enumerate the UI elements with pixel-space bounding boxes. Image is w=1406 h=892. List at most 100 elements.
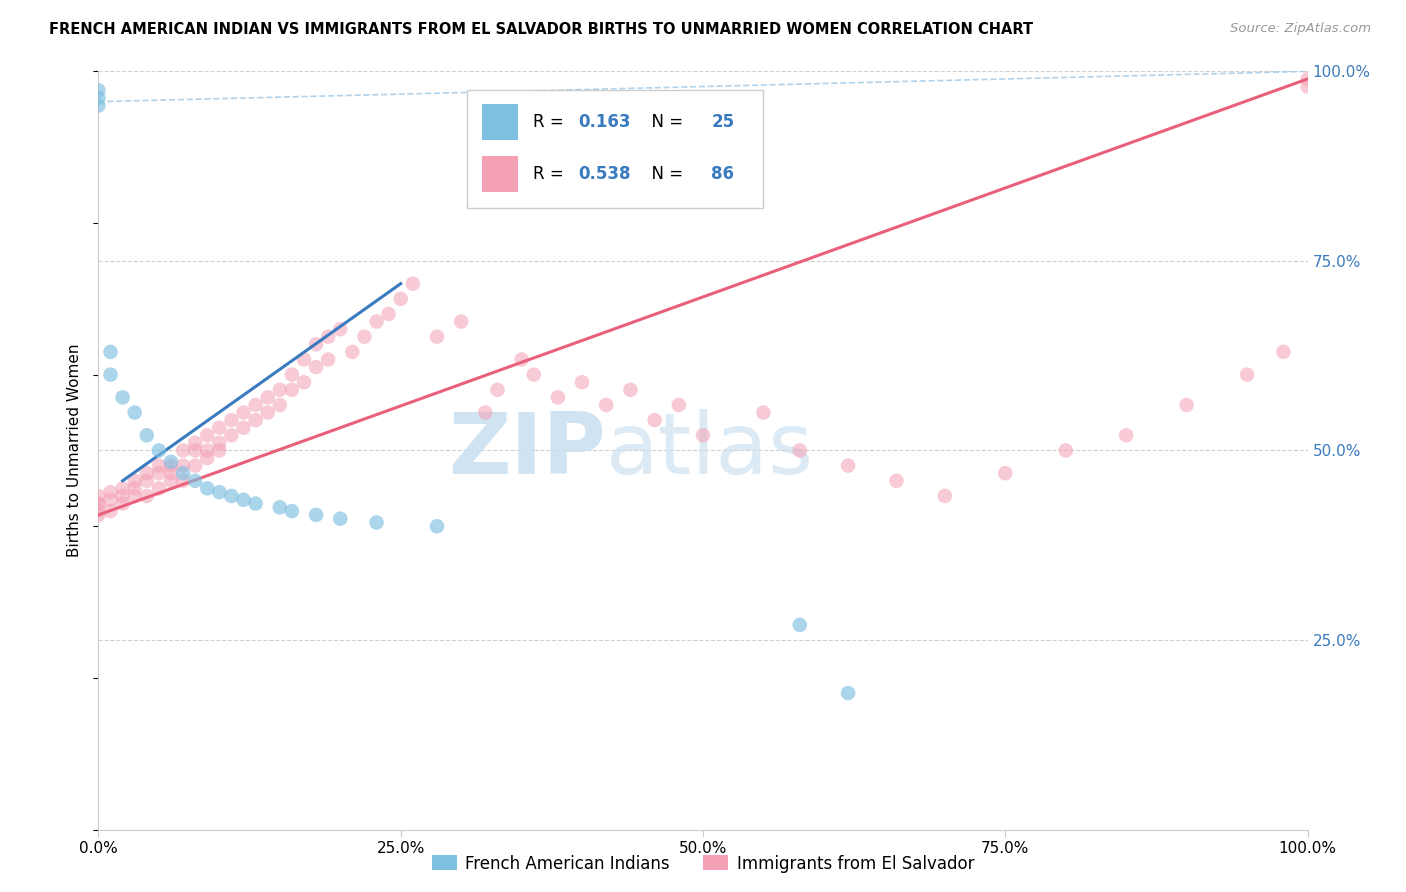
Point: [195, 443, 218, 458]
Point: [886, 474, 908, 488]
Text: atlas: atlas: [606, 409, 814, 492]
Point: [184, 443, 207, 458]
Point: [269, 500, 291, 515]
Point: [160, 455, 183, 469]
Point: [232, 421, 254, 435]
Point: [281, 504, 304, 518]
Y-axis label: Births to Unmarried Women: Births to Unmarried Women: [67, 343, 83, 558]
Text: N =: N =: [641, 165, 689, 183]
Text: ZIP: ZIP: [449, 409, 606, 492]
Point: [474, 405, 496, 420]
Point: [292, 376, 315, 390]
Point: [510, 352, 533, 367]
Point: [100, 485, 122, 500]
Point: [366, 516, 388, 530]
Point: [256, 391, 278, 405]
Point: [208, 443, 231, 458]
Point: [1296, 79, 1319, 94]
Point: [837, 458, 859, 473]
Point: [172, 467, 194, 481]
Point: [160, 458, 183, 473]
Point: [160, 474, 183, 488]
Point: [245, 496, 267, 510]
Point: [366, 314, 388, 328]
Point: [389, 292, 412, 306]
Point: [305, 359, 328, 375]
Point: [1272, 344, 1295, 359]
Point: [316, 352, 339, 367]
Point: [195, 428, 218, 442]
Point: [668, 398, 690, 412]
Point: [172, 458, 194, 473]
Legend: French American Indians, Immigrants from El Salvador: French American Indians, Immigrants from…: [425, 848, 981, 880]
Point: [245, 413, 267, 427]
Text: FRENCH AMERICAN INDIAN VS IMMIGRANTS FROM EL SALVADOR BIRTHS TO UNMARRIED WOMEN : FRENCH AMERICAN INDIAN VS IMMIGRANTS FRO…: [49, 22, 1033, 37]
Point: [135, 489, 157, 503]
Point: [994, 467, 1017, 481]
Point: [523, 368, 546, 382]
Point: [316, 330, 339, 344]
Point: [789, 617, 811, 632]
Point: [292, 352, 315, 367]
Point: [595, 398, 617, 412]
Point: [232, 405, 254, 420]
Point: [87, 91, 110, 105]
Point: [342, 344, 364, 359]
Point: [87, 489, 110, 503]
Point: [232, 492, 254, 507]
Point: [148, 443, 170, 458]
Point: [184, 474, 207, 488]
Point: [172, 443, 194, 458]
Point: [87, 98, 110, 112]
Bar: [467, 90, 763, 208]
Point: [377, 307, 399, 321]
Text: R =: R =: [533, 113, 568, 131]
Point: [124, 405, 146, 420]
Point: [87, 83, 110, 97]
Point: [245, 398, 267, 412]
Point: [329, 512, 352, 526]
Text: N =: N =: [641, 113, 689, 131]
Point: [305, 337, 328, 351]
Text: R =: R =: [533, 165, 568, 183]
Text: 0.538: 0.538: [578, 165, 631, 183]
Point: [135, 428, 157, 442]
Point: [402, 277, 425, 291]
Point: [305, 508, 328, 522]
Bar: [482, 104, 517, 140]
Point: [486, 383, 509, 397]
Point: [281, 368, 304, 382]
Point: [208, 436, 231, 450]
Point: [195, 451, 218, 466]
Point: [124, 474, 146, 488]
Point: [100, 492, 122, 507]
Point: [221, 413, 243, 427]
Point: [87, 496, 110, 510]
Point: [256, 405, 278, 420]
Point: [87, 504, 110, 518]
Point: [281, 383, 304, 397]
Point: [1054, 443, 1077, 458]
Point: [1115, 428, 1137, 442]
Point: [837, 686, 859, 700]
Point: [692, 428, 714, 442]
Text: 0.163: 0.163: [578, 113, 631, 131]
Point: [148, 467, 170, 481]
Point: [135, 474, 157, 488]
Point: [195, 482, 218, 496]
Point: [160, 467, 183, 481]
Point: [87, 508, 110, 522]
Point: [100, 344, 122, 359]
Point: [221, 489, 243, 503]
Point: [184, 436, 207, 450]
Point: [184, 458, 207, 473]
Point: [111, 391, 134, 405]
Point: [221, 428, 243, 442]
Point: [426, 330, 449, 344]
Point: [100, 368, 122, 382]
Point: [111, 489, 134, 503]
Text: 86: 86: [711, 165, 734, 183]
Point: [111, 496, 134, 510]
Point: [124, 489, 146, 503]
Point: [135, 467, 157, 481]
